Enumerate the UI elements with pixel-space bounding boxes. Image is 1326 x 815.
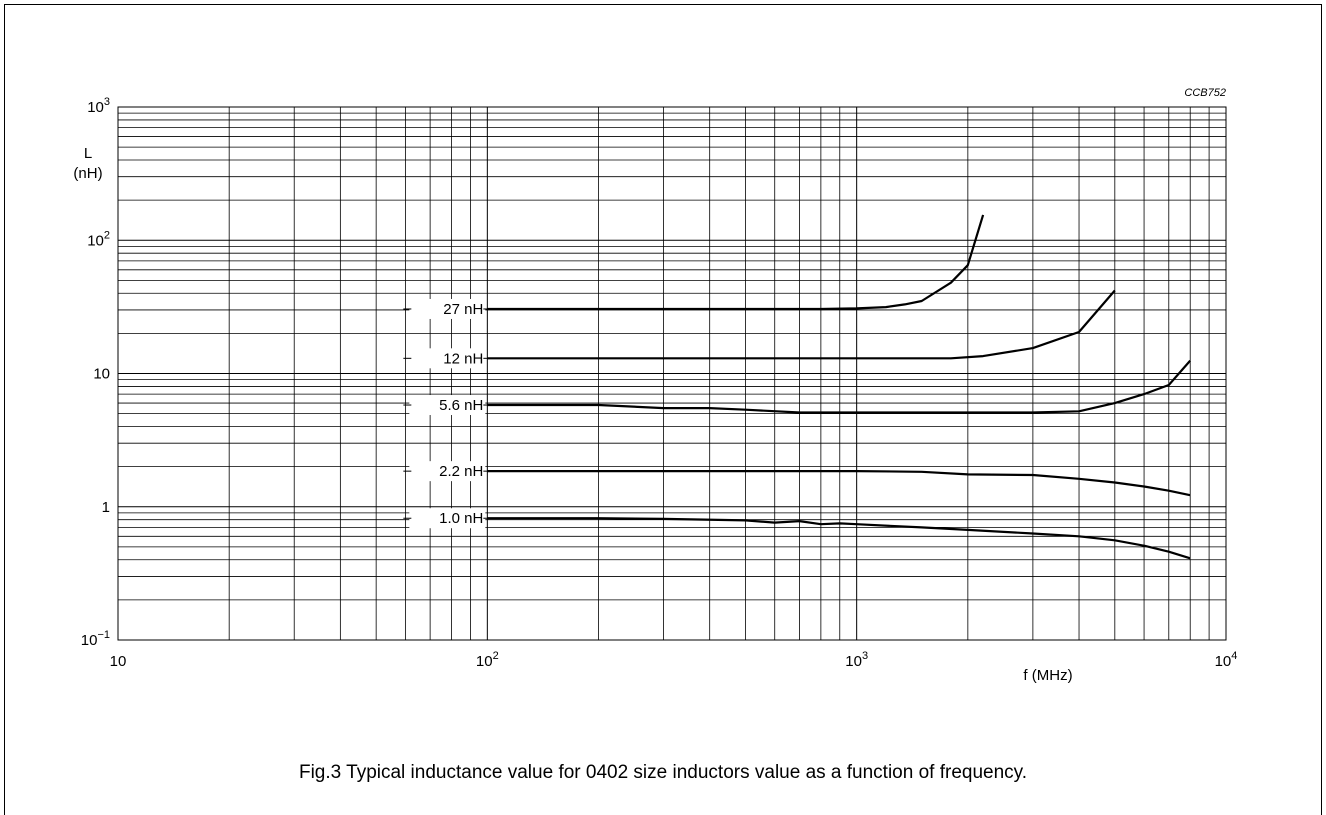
series-group: 27 nH 12 nH 5.6 nH 2.2 nH 1.0 nH (403, 214, 1192, 560)
figure-frame (4, 4, 1322, 815)
x-tick-label: 104 (1215, 650, 1238, 670)
series-label-bg (409, 348, 486, 369)
series-label: 5.6 nH (439, 397, 483, 414)
y-tick-label: 103 (87, 96, 110, 116)
x-tick-label: 102 (476, 650, 499, 670)
y-tick-label: 10−1 (81, 629, 110, 649)
figure-caption: Fig.3 Typical inductance value for 0402 … (298, 762, 1028, 783)
series-label: 2.2 nH (439, 463, 483, 480)
y-tick-label: 1 (102, 499, 110, 516)
x-tick-label: 103 (845, 650, 868, 670)
series-label: 27 nH (443, 301, 483, 318)
x-tick-label: 10 (110, 653, 127, 670)
series-label-bg (409, 298, 486, 319)
x-axis-label: f (MHz) (1023, 667, 1072, 684)
series-label-bg (409, 508, 486, 529)
series-line (487, 359, 1192, 414)
series-label: 1.0 nH (439, 510, 483, 527)
series-label-bg (409, 395, 486, 416)
figure-code: CCB752 (1184, 87, 1226, 99)
series-line (487, 517, 1191, 560)
y-tick-label: 10 (93, 366, 110, 383)
y-axis-label: L (84, 145, 92, 162)
axis-text: 10−1 1 10 102 103 10 102 103 104 L (nH) f (MHz) CCB7… (73, 87, 1237, 684)
series-label-bg (409, 461, 486, 482)
y-tick-label: 102 (87, 229, 110, 249)
grid (117, 106, 1227, 641)
series-line (487, 214, 985, 311)
series-line (487, 470, 1191, 497)
series-line (487, 289, 1116, 360)
series-label: 12 nH (443, 350, 483, 367)
y-axis-unit: (nH) (73, 165, 102, 182)
